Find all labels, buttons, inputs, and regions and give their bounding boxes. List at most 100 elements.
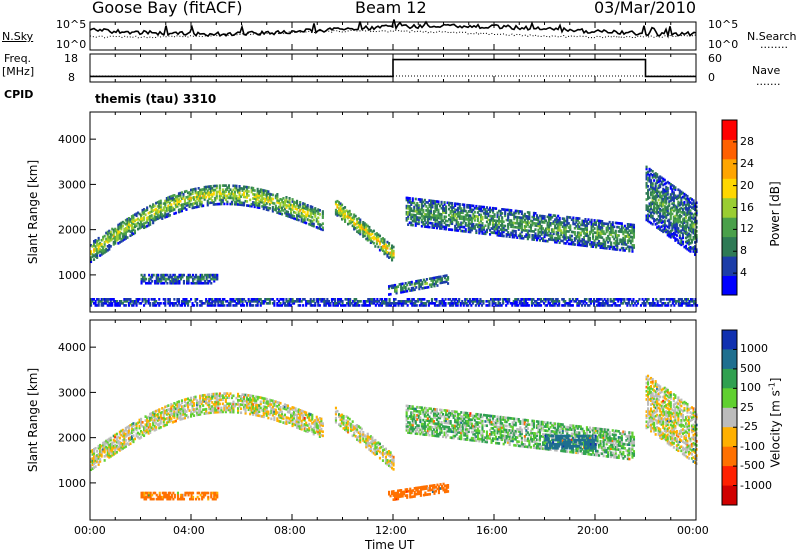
power-cell <box>628 245 631 249</box>
velocity-cell <box>185 402 188 405</box>
power-cell <box>492 231 495 235</box>
power-cell <box>517 224 520 227</box>
power-cell <box>597 300 600 303</box>
power-cell <box>443 211 446 214</box>
power-cell <box>348 220 351 223</box>
power-cell <box>100 298 103 301</box>
power-cell <box>200 302 203 305</box>
power-cell <box>381 239 385 242</box>
power-cell <box>262 302 265 305</box>
power-cell <box>132 220 135 223</box>
power-cell <box>286 200 290 204</box>
velocity-cell <box>150 426 153 429</box>
power-cell <box>467 226 470 230</box>
power-cell <box>388 256 391 259</box>
power-cell <box>662 302 665 305</box>
power-cell <box>695 201 698 205</box>
velocity-cell <box>177 408 181 412</box>
velocity-cell <box>118 449 121 452</box>
power-cell <box>650 173 653 176</box>
velocity-cell <box>90 460 93 463</box>
power-cell <box>512 300 515 303</box>
power-cell <box>684 246 688 250</box>
power-cell <box>408 298 411 301</box>
power-cell <box>126 298 129 301</box>
power-cell <box>461 209 464 213</box>
power-cell <box>342 213 345 216</box>
power-cell <box>246 200 249 203</box>
power-cell <box>687 240 691 244</box>
power-cell <box>546 298 549 301</box>
power-cell <box>380 298 384 301</box>
power-cell <box>96 254 99 257</box>
velocity-cell <box>140 419 143 423</box>
power-cell <box>414 214 417 217</box>
power-cell <box>252 203 255 206</box>
power-cell <box>430 283 433 286</box>
power-cell <box>663 219 666 223</box>
power-cell <box>473 225 476 228</box>
power-cell <box>375 238 378 241</box>
power-cell <box>596 225 599 229</box>
power-cell <box>205 185 208 189</box>
power-cell <box>120 225 123 229</box>
power-cell <box>223 194 226 198</box>
power-cell <box>692 246 695 249</box>
power-cell <box>687 216 691 220</box>
power-cell <box>689 223 692 227</box>
velocity-cell <box>164 405 167 409</box>
power-cell <box>675 217 678 221</box>
power-cell <box>479 213 483 217</box>
power-cell <box>460 221 463 225</box>
power-cell <box>152 273 155 277</box>
velocity-cell <box>217 404 220 408</box>
power-cell <box>256 187 259 191</box>
power-cell <box>650 181 653 184</box>
power-cell <box>558 241 561 245</box>
power-cell <box>598 223 601 227</box>
power-cell <box>588 220 592 224</box>
power-cell <box>629 304 632 307</box>
power-cell <box>554 214 557 218</box>
power-cell <box>273 300 276 303</box>
power-cell <box>501 212 504 215</box>
power-cell <box>218 304 221 307</box>
power-cell <box>141 300 144 303</box>
power-cell <box>623 230 626 234</box>
power-cell <box>203 198 206 201</box>
power-cell <box>668 234 671 238</box>
power-cell <box>206 304 209 307</box>
power-cell <box>256 191 259 195</box>
power-cell <box>217 190 220 194</box>
power-cell <box>669 197 672 200</box>
power-cell <box>672 201 675 205</box>
velocity-cell <box>209 409 212 413</box>
power-cell <box>557 231 560 234</box>
velocity-cell <box>114 450 117 453</box>
power-cell <box>252 193 255 196</box>
power-cell <box>262 191 265 194</box>
power-cell <box>371 240 374 244</box>
power-cell <box>132 232 135 236</box>
power-cell <box>687 228 691 232</box>
power-cell <box>220 302 223 305</box>
velocity-cell <box>227 408 231 412</box>
power-cell <box>334 200 338 204</box>
power-cell <box>570 218 573 222</box>
power-cell <box>302 204 305 207</box>
power-cell <box>179 275 183 279</box>
power-cell <box>422 216 425 220</box>
power-cell <box>520 304 523 307</box>
power-cell <box>267 206 270 210</box>
power-cell <box>631 231 634 235</box>
power-cell <box>493 231 496 235</box>
power-cell <box>508 211 511 214</box>
power-cell <box>538 222 542 226</box>
power-cell <box>402 302 405 305</box>
power-cell <box>253 205 256 209</box>
power-cell <box>659 208 662 211</box>
power-cell <box>194 195 197 199</box>
power-cell <box>106 236 109 240</box>
power-cell <box>645 181 648 185</box>
velocity-cell <box>232 404 235 408</box>
